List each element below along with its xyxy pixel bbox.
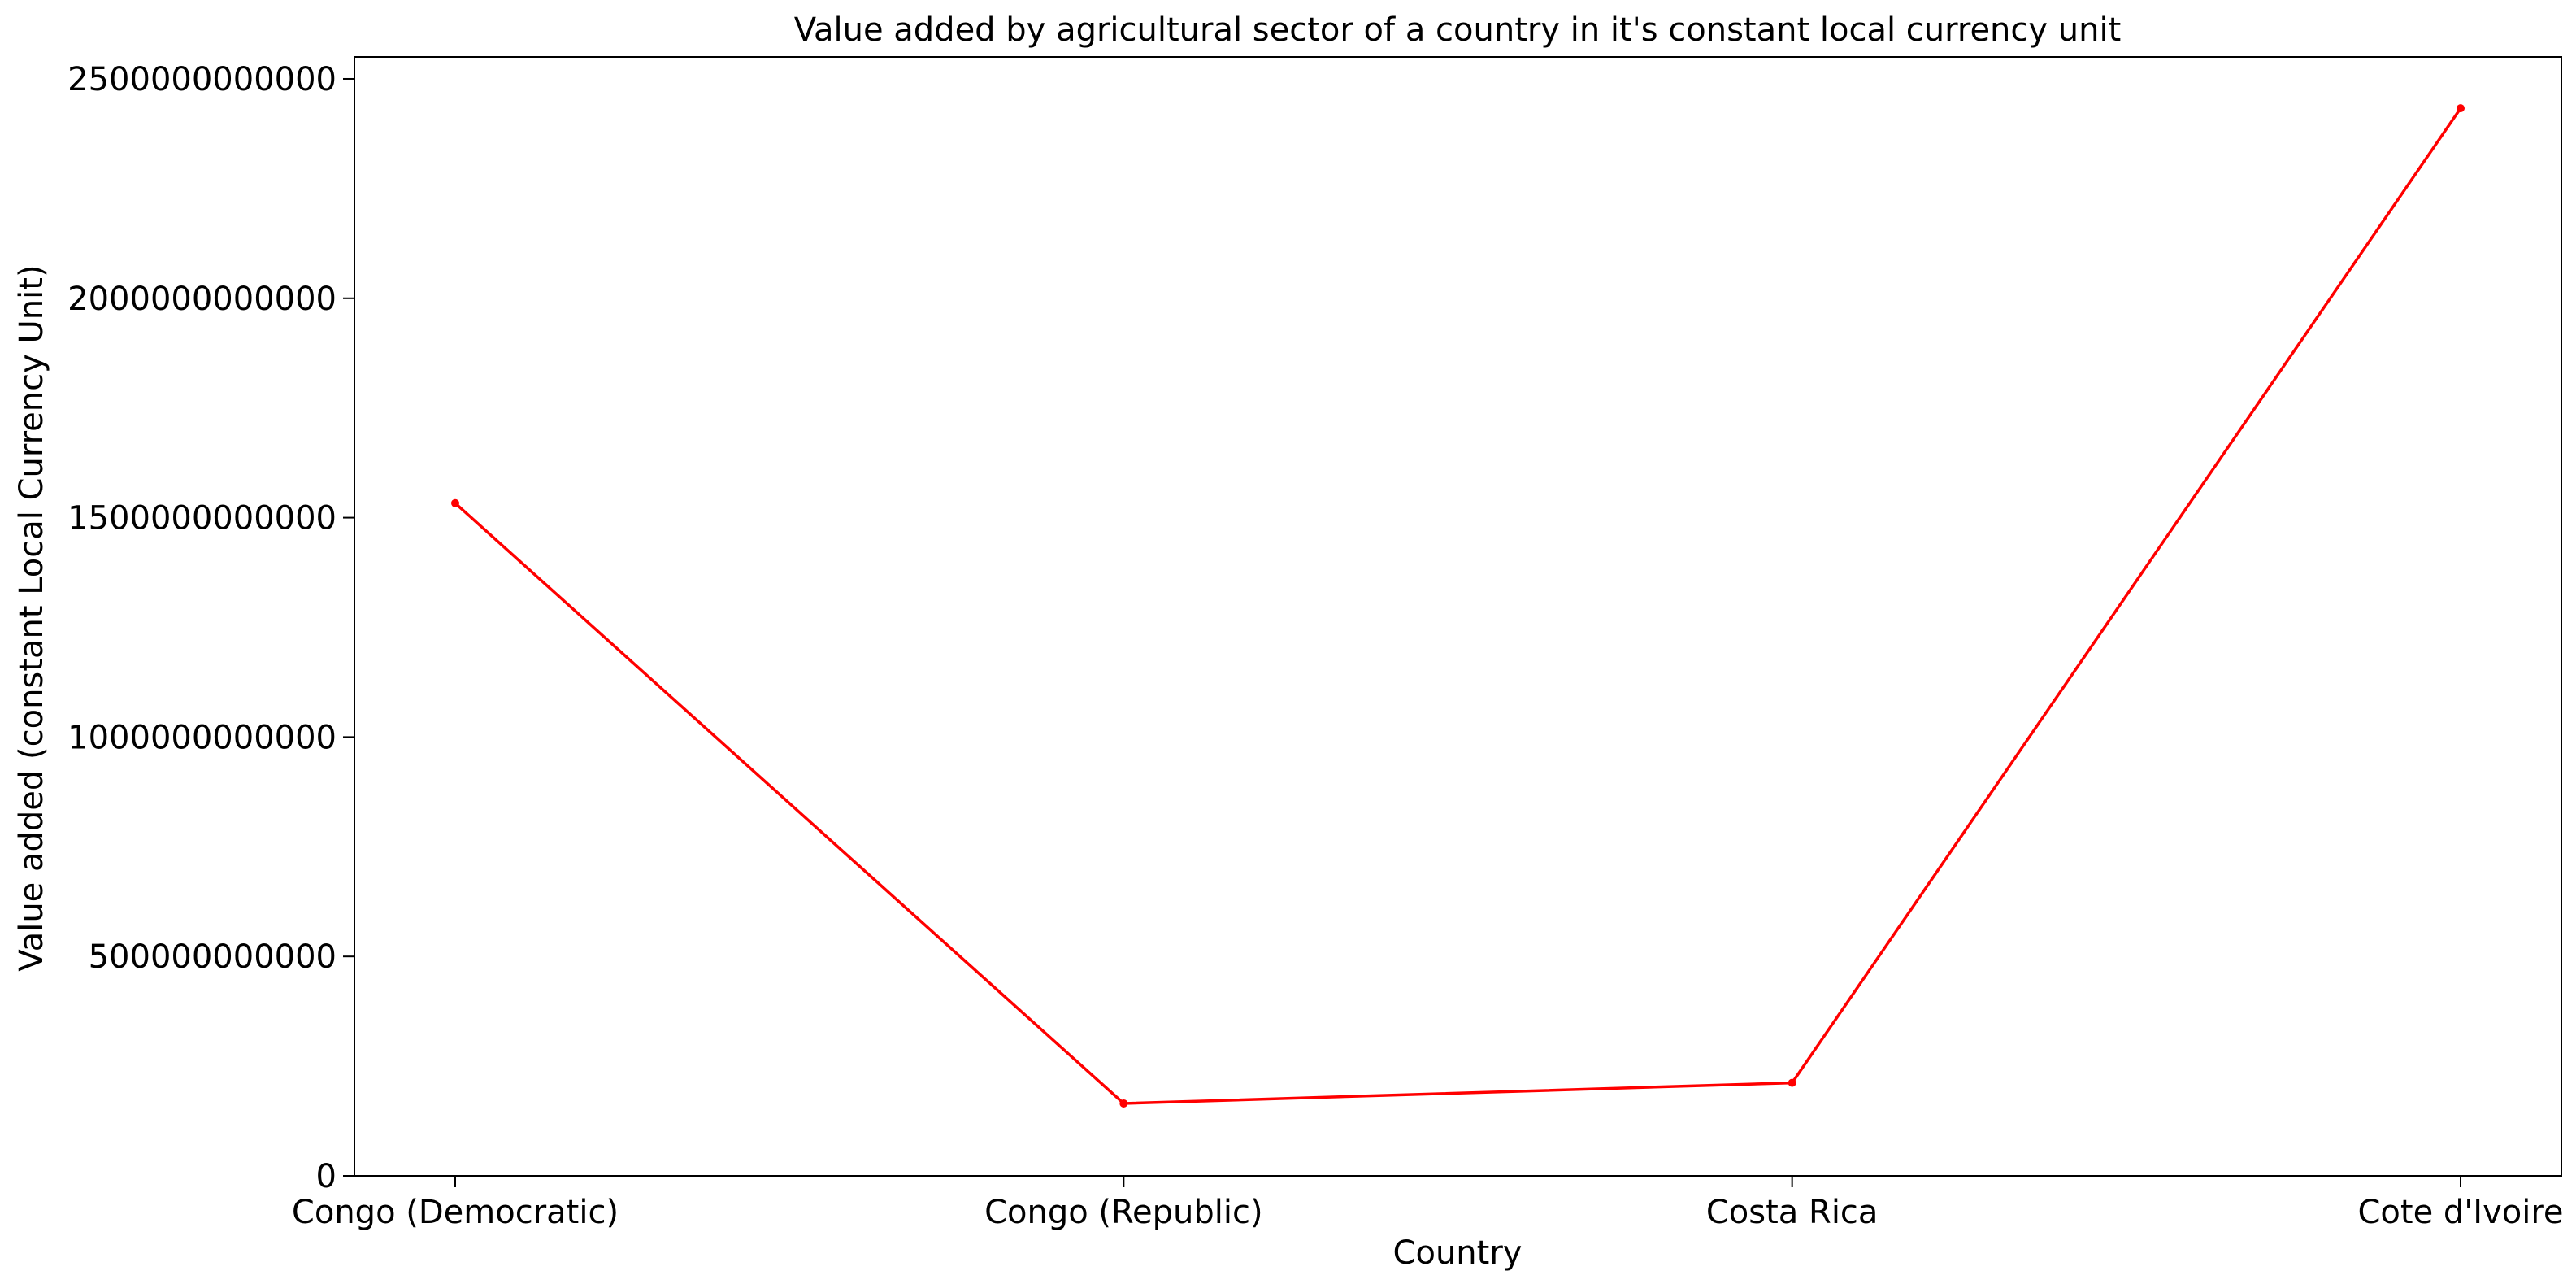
- series-layer: [451, 104, 2465, 1108]
- data-point: [2457, 104, 2465, 113]
- y-axis-label: Value added (constant Local Currency Uni…: [13, 264, 50, 971]
- y-tick-label: 500000000000: [89, 938, 337, 976]
- y-tick-label: 0: [316, 1158, 337, 1195]
- data-point: [1788, 1078, 1796, 1087]
- x-tick-label: Congo (Republic): [984, 1194, 1263, 1231]
- series-line: [454, 107, 2462, 1105]
- data-point: [1119, 1099, 1128, 1108]
- x-axis-ticks: Congo (Democratic) Congo (Republic) Costa …: [292, 1176, 2564, 1231]
- y-tick-label: 1500000000000: [67, 500, 337, 538]
- x-tick-label: Costa Rica: [1706, 1194, 1879, 1231]
- x-axis-label: Country: [1393, 1234, 1523, 1272]
- x-tick-label: Congo (Democratic): [292, 1194, 619, 1231]
- plot-area-frame: [354, 56, 2562, 1177]
- data-point: [451, 498, 459, 507]
- chart-title: Value added by agricultural sector of a …: [794, 11, 2122, 49]
- y-tick-label: 2500000000000: [67, 61, 337, 98]
- y-axis-ticks: 0 500000000000 1000000000000 1500000000000 2…: [67, 61, 354, 1195]
- y-tick-label: 1000000000000: [67, 719, 337, 756]
- x-tick-label: Cote d'Ivoire: [2357, 1194, 2563, 1231]
- y-tick-label: 2000000000000: [67, 281, 337, 318]
